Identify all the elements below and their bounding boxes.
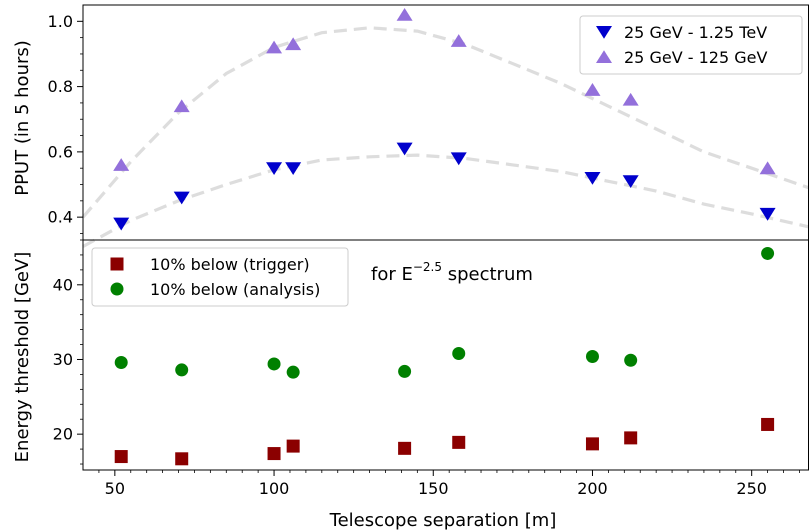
top-y-tick-label: 0.8	[48, 77, 73, 96]
annotation-base: for E	[371, 264, 413, 285]
top-series-1-point	[622, 92, 639, 106]
top-series-1-point	[396, 7, 413, 21]
bottom-series-0-point	[761, 417, 775, 431]
bottom-legend: 10% below (trigger) 10% below (analysis)	[91, 247, 349, 307]
bottom-series-0-point	[452, 435, 466, 449]
bottom-series-0-point	[286, 439, 300, 453]
bottom-legend-label-1: 10% below (analysis)	[150, 280, 320, 299]
bottom-y-axis-label: Energy threshold [GeV]	[12, 252, 33, 463]
top-panel: 0.4 0.6 0.8 1.0 25 GeV - 1.25 TeV 25 GeV - 12…	[48, 4, 809, 248]
top-series-1-point	[173, 99, 190, 113]
bottom-series-1-point	[267, 357, 281, 371]
bottom-series-0-point	[114, 450, 128, 464]
x-tick-label: 100	[259, 479, 290, 498]
bottom-legend-marker-1	[110, 282, 124, 296]
x-tick-label: 150	[418, 479, 449, 498]
top-y-tick-label: 1.0	[48, 12, 73, 31]
top-series-0-point	[584, 171, 601, 185]
bottom-legend-marker-0	[110, 257, 124, 271]
bottom-series-1-point	[398, 364, 412, 378]
top-series-1-point	[584, 83, 601, 96]
top-series-0-point	[113, 217, 130, 231]
top-y-tick-label: 0.6	[48, 142, 73, 161]
top-legend-marker-0	[596, 26, 612, 39]
top-series-1-point	[285, 37, 302, 51]
bottom-series-0-point	[624, 431, 638, 445]
top-y-axis-label: PPUT (in 5 hours)	[12, 40, 33, 196]
spectrum-annotation: for E−2.5 spectrum	[371, 260, 533, 285]
bottom-series-0-point	[267, 447, 281, 461]
bottom-y-tick-label: 30	[53, 350, 73, 369]
x-tick-label: 250	[736, 479, 767, 498]
bottom-y-tick-label: 20	[53, 425, 73, 444]
bottom-series-1-point	[286, 365, 300, 379]
top-series-1-point	[759, 161, 776, 175]
x-tick-label: 200	[577, 479, 608, 498]
bottom-legend-label-0: 10% below (trigger)	[150, 255, 310, 274]
top-series-1-point	[450, 34, 467, 47]
bottom-series-0-point	[398, 441, 412, 455]
top-series-0-point	[759, 207, 776, 221]
bottom-series-1-point	[114, 355, 128, 369]
bottom-series-1-point	[761, 246, 775, 260]
annotation-superscript: −2.5	[413, 260, 442, 274]
top-legend-label-0: 25 GeV - 1.25 TeV	[624, 23, 767, 42]
top-series-1-point	[266, 40, 283, 54]
top-legend-label-1: 25 GeV - 125 GeV	[624, 48, 767, 67]
top-series-0-point	[396, 142, 413, 156]
top-series-0-point	[622, 175, 639, 189]
x-tick-label: 50	[105, 479, 125, 498]
top-series-0-point	[173, 191, 190, 205]
top-series-1-point	[113, 158, 130, 171]
bottom-series-1-point	[452, 347, 466, 361]
top-legend-box	[579, 15, 803, 75]
top-legend: 25 GeV - 1.25 TeV 25 GeV - 125 GeV	[579, 15, 803, 75]
top-y-tick-label: 0.4	[48, 208, 73, 227]
top-series-0-point	[450, 152, 467, 166]
fit-curve-0	[82, 153, 809, 248]
top-legend-marker-1	[596, 50, 612, 63]
bottom-legend-box	[91, 247, 349, 307]
bottom-series-0-point	[175, 452, 189, 466]
top-series-0-point	[266, 162, 283, 175]
bottom-y-tick-label: 40	[53, 275, 73, 294]
x-axis-label: Telescope separation [m]	[329, 510, 557, 531]
top-series-0-point	[285, 162, 302, 175]
bottom-series-1-point	[624, 353, 638, 367]
bottom-series-1-point	[175, 363, 189, 377]
bottom-series-0-point	[585, 437, 599, 451]
bottom-series-1-point	[585, 349, 599, 363]
annotation-suffix: spectrum	[442, 264, 533, 285]
fit-curve-1	[81, 26, 809, 219]
